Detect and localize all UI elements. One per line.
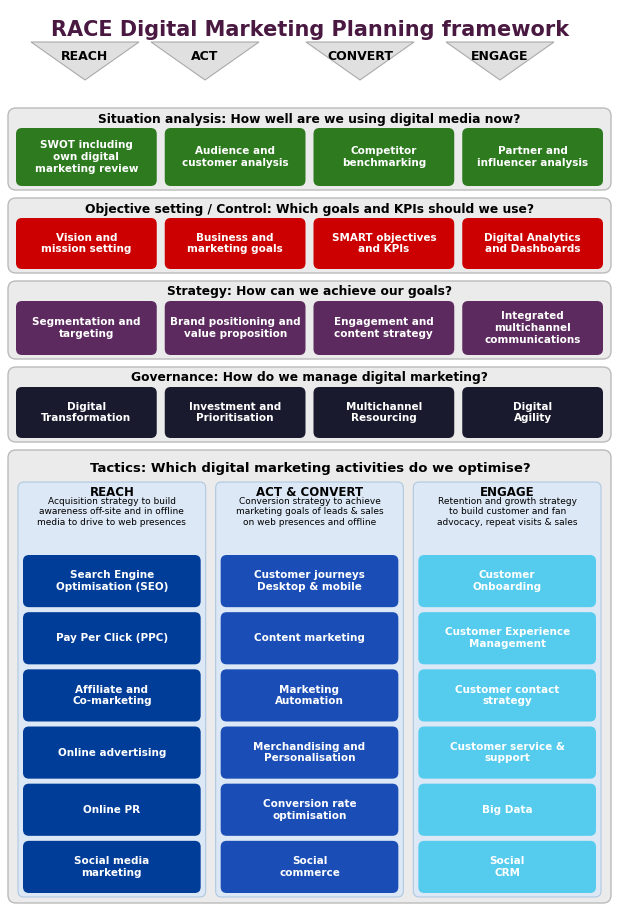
Text: Retention and growth strategy
to build customer and fan
advocacy, repeat visits : Retention and growth strategy to build c… [437,497,578,527]
Text: REACH: REACH [61,50,108,64]
FancyBboxPatch shape [313,128,454,186]
Text: Investment and
Prioritisation: Investment and Prioritisation [189,401,281,423]
FancyBboxPatch shape [418,841,596,893]
FancyBboxPatch shape [8,281,611,359]
FancyBboxPatch shape [23,841,201,893]
FancyBboxPatch shape [23,555,201,607]
Text: Customer contact
strategy: Customer contact strategy [455,684,560,706]
FancyBboxPatch shape [18,482,206,897]
Text: Audience and
customer analysis: Audience and customer analysis [182,147,288,167]
Text: Content marketing: Content marketing [254,633,365,643]
FancyBboxPatch shape [462,387,603,438]
Polygon shape [446,42,554,80]
Text: SMART objectives
and KPIs: SMART objectives and KPIs [332,233,436,254]
Text: Conversion strategy to achieve
marketing goals of leads & sales
on web presences: Conversion strategy to achieve marketing… [236,497,383,527]
FancyBboxPatch shape [8,108,611,190]
Text: SWOT including
own digital
marketing review: SWOT including own digital marketing rev… [35,140,138,174]
FancyBboxPatch shape [418,612,596,664]
FancyBboxPatch shape [23,784,201,835]
FancyBboxPatch shape [165,218,306,269]
FancyBboxPatch shape [16,301,157,355]
Text: Customer Experience
Management: Customer Experience Management [444,628,570,649]
Polygon shape [31,42,139,80]
Text: Governance: How do we manage digital marketing?: Governance: How do we manage digital mar… [131,371,488,385]
FancyBboxPatch shape [462,218,603,269]
FancyBboxPatch shape [220,555,399,607]
Text: REACH: REACH [89,486,134,499]
Text: Tactics: Which digital marketing activities do we optimise?: Tactics: Which digital marketing activit… [90,462,530,475]
Text: Customer
Onboarding: Customer Onboarding [472,571,542,592]
FancyBboxPatch shape [23,726,201,779]
FancyBboxPatch shape [418,555,596,607]
Text: ACT: ACT [191,50,219,64]
Text: Digital
Transformation: Digital Transformation [41,401,131,423]
Text: Partner and
influencer analysis: Partner and influencer analysis [477,147,588,167]
Text: Segmentation and
targeting: Segmentation and targeting [32,318,141,339]
FancyBboxPatch shape [220,670,399,722]
FancyBboxPatch shape [220,841,399,893]
FancyBboxPatch shape [418,784,596,835]
FancyBboxPatch shape [413,482,601,897]
FancyBboxPatch shape [8,367,611,442]
Text: Social
commerce: Social commerce [279,856,340,878]
Text: Integrated
multichannel
communications: Integrated multichannel communications [485,311,581,345]
FancyBboxPatch shape [313,218,454,269]
FancyBboxPatch shape [220,784,399,835]
Text: CONVERT: CONVERT [327,50,393,64]
Text: RACE Digital Marketing Planning framework: RACE Digital Marketing Planning framewor… [51,20,569,40]
Text: Social
CRM: Social CRM [490,856,525,878]
FancyBboxPatch shape [418,670,596,722]
FancyBboxPatch shape [418,726,596,779]
Text: ENGAGE: ENGAGE [471,50,529,64]
Text: Multichannel
Resourcing: Multichannel Resourcing [346,401,422,423]
FancyBboxPatch shape [462,128,603,186]
Text: Search Engine
Optimisation (SEO): Search Engine Optimisation (SEO) [56,571,168,592]
FancyBboxPatch shape [23,670,201,722]
Text: Strategy: How can we achieve our goals?: Strategy: How can we achieve our goals? [167,286,452,298]
FancyBboxPatch shape [8,198,611,273]
Text: Customer journeys
Desktop & mobile: Customer journeys Desktop & mobile [254,571,365,592]
Text: Competitor
benchmarking: Competitor benchmarking [342,147,426,167]
Text: ACT & CONVERT: ACT & CONVERT [256,486,363,499]
Text: Customer service &
support: Customer service & support [450,742,565,763]
Text: Brand positioning and
value proposition: Brand positioning and value proposition [170,318,300,339]
Text: Marketing
Automation: Marketing Automation [275,684,344,706]
FancyBboxPatch shape [165,387,306,438]
Text: Situation analysis: How well are we using digital media now?: Situation analysis: How well are we usin… [98,113,521,126]
FancyBboxPatch shape [16,128,157,186]
Text: Online advertising: Online advertising [58,748,166,758]
FancyBboxPatch shape [313,301,454,355]
Text: Business and
marketing goals: Business and marketing goals [188,233,283,254]
Text: Online PR: Online PR [84,804,141,814]
FancyBboxPatch shape [8,450,611,903]
FancyBboxPatch shape [220,612,399,664]
Text: Conversion rate
optimisation: Conversion rate optimisation [262,799,357,821]
FancyBboxPatch shape [220,726,399,779]
FancyBboxPatch shape [16,387,157,438]
Text: Engagement and
content strategy: Engagement and content strategy [334,318,434,339]
FancyBboxPatch shape [23,612,201,664]
Polygon shape [306,42,414,80]
Text: Vision and
mission setting: Vision and mission setting [41,233,132,254]
Text: Digital
Agility: Digital Agility [513,401,552,423]
Text: Objective setting / Control: Which goals and KPIs should we use?: Objective setting / Control: Which goals… [85,203,534,216]
Text: Digital Analytics
and Dashboards: Digital Analytics and Dashboards [484,233,581,254]
Text: Merchandising and
Personalisation: Merchandising and Personalisation [253,742,366,763]
Text: Social media
marketing: Social media marketing [74,856,149,878]
FancyBboxPatch shape [462,301,603,355]
Text: Big Data: Big Data [482,804,532,814]
Text: Acquisition strategy to build
awareness off-site and in offline
media to drive t: Acquisition strategy to build awareness … [37,497,186,527]
Text: Pay Per Click (PPC): Pay Per Click (PPC) [56,633,168,643]
FancyBboxPatch shape [215,482,404,897]
Text: Affiliate and
Co-marketing: Affiliate and Co-marketing [72,684,152,706]
FancyBboxPatch shape [165,301,306,355]
FancyBboxPatch shape [16,218,157,269]
Polygon shape [151,42,259,80]
FancyBboxPatch shape [165,128,306,186]
Text: ENGAGE: ENGAGE [480,486,534,499]
FancyBboxPatch shape [313,387,454,438]
